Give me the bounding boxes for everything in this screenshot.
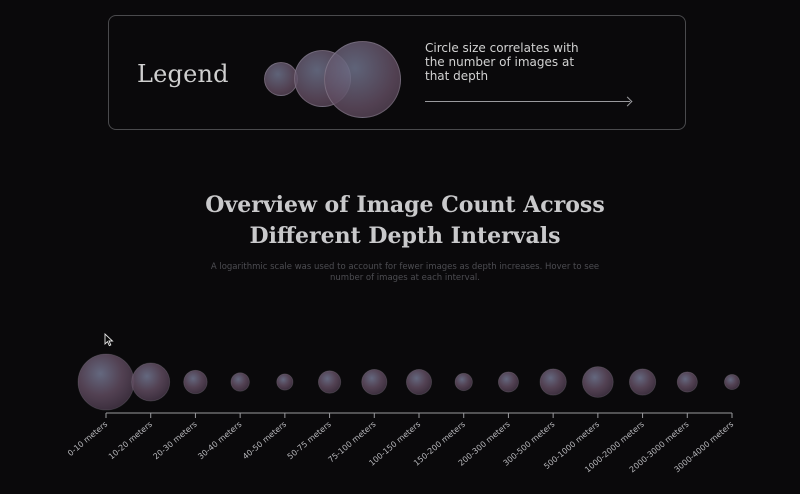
legend-circle-small [264,62,298,96]
depth-bubble-chart: 0-10 meters 10-20 meters 20-30 meters 30-40… [0,320,800,494]
x-axis-tick-label: 40-50 meters [241,420,288,462]
legend-circle-large [324,41,401,118]
chart-bubbles [77,353,740,411]
depth-bubble[interactable] [317,370,342,394]
depth-bubble[interactable] [405,369,432,396]
depth-bubble[interactable] [276,373,294,391]
depth-bubble[interactable] [497,371,519,393]
page-title-line-1: Overview of Image Count Across [205,192,605,218]
x-axis-tick-label: 10-20 meters [107,420,154,462]
depth-bubble[interactable] [131,362,171,402]
mouse-pointer-icon [104,333,114,347]
depth-bubble[interactable] [582,366,614,398]
x-axis-tick-label: 30-40 meters [196,420,243,462]
x-axis-tick-label: 20-30 meters [152,420,199,462]
depth-bubble[interactable] [77,353,135,411]
depth-bubble[interactable] [230,372,250,392]
page-subtitle: A logarithmic scale was used to account … [210,262,600,283]
page-title: Overview of Image Count Across Different… [150,190,660,252]
depth-bubble[interactable] [361,369,388,396]
legend-panel: Legend Circle size correlates with the n… [108,15,686,130]
depth-bubble[interactable] [183,369,208,395]
arrow-right-icon [425,101,630,102]
legend-description: Circle size correlates with the number o… [425,41,579,83]
x-axis-tick-label: 0-10 meters [66,420,109,458]
depth-bubble[interactable] [629,368,657,396]
depth-bubble[interactable] [676,371,698,393]
depth-bubble[interactable] [539,368,567,396]
depth-bubble[interactable] [454,372,473,392]
x-axis-tick-label: 50-75 meters [286,420,333,462]
page-title-line-2: Different Depth Intervals [249,223,561,249]
legend-title: Legend [137,60,229,88]
depth-bubble[interactable] [724,374,740,390]
